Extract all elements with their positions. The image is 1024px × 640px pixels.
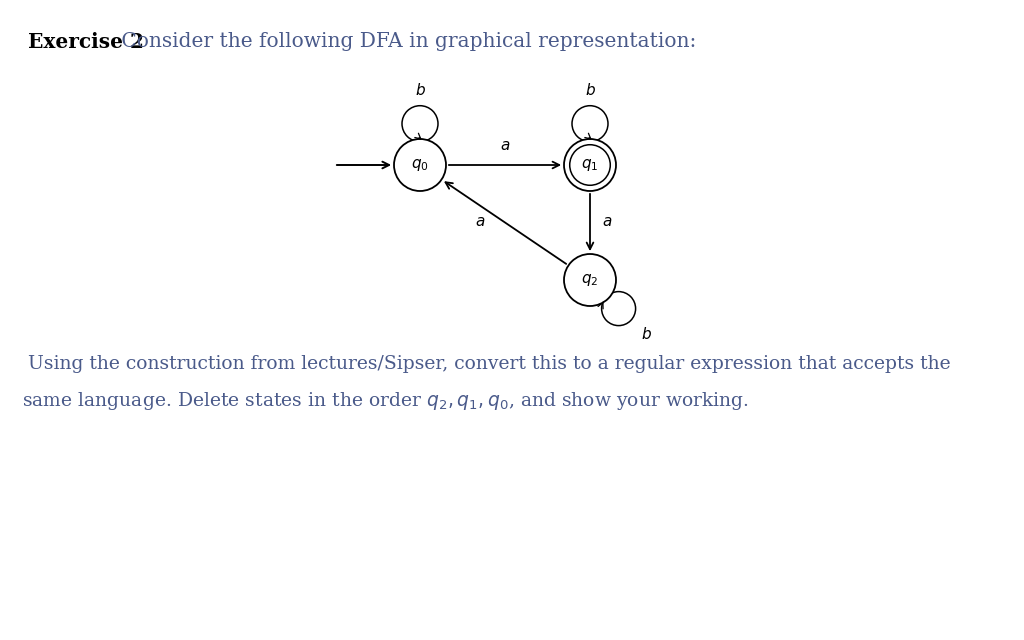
Text: same language. Delete states in the order $q_2, q_1, q_0$, and show your working: same language. Delete states in the orde… — [22, 390, 749, 412]
Text: Exercise 2: Exercise 2 — [28, 32, 144, 52]
Text: $b$: $b$ — [641, 326, 651, 342]
Text: Using the construction from lectures/Sipser, convert this to a regular expressio: Using the construction from lectures/Sip… — [22, 355, 950, 373]
Text: $q_0$: $q_0$ — [411, 157, 429, 173]
Circle shape — [564, 254, 616, 306]
Text: $a$: $a$ — [500, 139, 510, 153]
Text: $q_1$: $q_1$ — [582, 157, 599, 173]
Text: $b$: $b$ — [415, 82, 426, 98]
Text: $a$: $a$ — [475, 216, 485, 230]
Text: $q_2$: $q_2$ — [582, 272, 599, 288]
Text: Consider the following DFA in graphical representation:: Consider the following DFA in graphical … — [115, 32, 696, 51]
Text: $a$: $a$ — [602, 216, 612, 230]
Text: $b$: $b$ — [585, 82, 596, 98]
Circle shape — [564, 139, 616, 191]
Circle shape — [394, 139, 446, 191]
